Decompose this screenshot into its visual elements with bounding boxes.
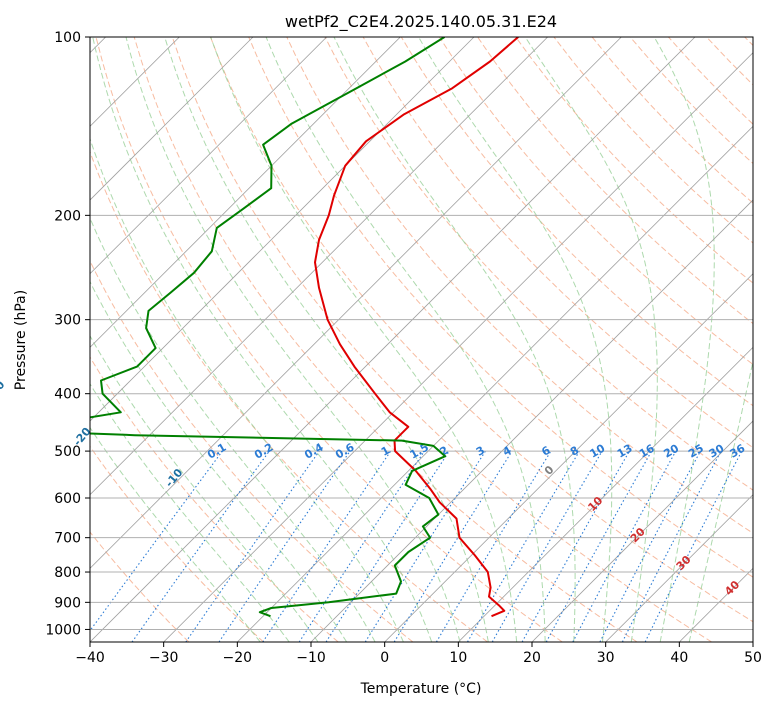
moist-adiabat-line xyxy=(90,280,348,642)
dry-adiabat-line xyxy=(171,37,712,642)
moist-adiabat-line xyxy=(90,334,319,642)
y-tick-label: 1000 xyxy=(45,622,81,638)
dry-adiabat-line xyxy=(438,37,753,366)
chart-title: wetPf2_C2E4.2025.140.05.31.E24 xyxy=(285,12,557,32)
y-tick-label: 900 xyxy=(54,595,81,611)
dry-adiabat-line xyxy=(90,356,339,642)
moist-adiabat-line xyxy=(125,37,461,642)
x-tick-label: −10 xyxy=(296,650,326,666)
dry-adiabat-line xyxy=(90,445,264,642)
moist-adiabat-line xyxy=(164,37,489,642)
x-tick-label: −30 xyxy=(149,650,179,666)
mixing-ratio-line xyxy=(545,450,653,642)
dry-adiabat-line xyxy=(400,37,753,407)
background-guide-lines xyxy=(90,37,753,642)
mixing-ratio-line xyxy=(521,450,630,642)
y-tick-label: 700 xyxy=(54,531,81,547)
dry-adiabat-line xyxy=(90,150,488,642)
isotherm-line xyxy=(310,199,753,642)
sounding-profiles xyxy=(90,37,519,618)
moist-adiabat-line xyxy=(90,382,290,642)
dewpoint-line xyxy=(90,37,447,618)
dry-adiabat-line xyxy=(90,531,190,642)
moist-adiabat-line xyxy=(90,426,261,642)
y-tick-label: 200 xyxy=(54,208,81,224)
moist-adiabat-line xyxy=(688,358,753,642)
isotherm-line xyxy=(90,37,548,496)
mixing-ratio-line xyxy=(393,450,513,642)
isotherm-line xyxy=(752,641,753,642)
isotherm-line xyxy=(531,420,753,642)
isotherm-line xyxy=(384,273,753,642)
pressure-gridlines xyxy=(90,37,753,630)
x-axis-title: Temperature (°C) xyxy=(360,681,482,697)
isotherm-line xyxy=(90,37,696,642)
x-tick-label: −20 xyxy=(223,650,253,666)
mixing-ratio-line xyxy=(218,450,351,642)
moist-adiabat-line xyxy=(90,137,404,642)
mixing-ratio-line xyxy=(644,450,743,642)
x-tick-label: 20 xyxy=(523,650,541,666)
mixing-ratio-line xyxy=(262,450,392,642)
mixing-ratio-line xyxy=(572,450,677,642)
axes: −40 −30 −20 −10 0 10 20 30 40 50 100 200 300 400 500 60… xyxy=(45,30,762,666)
isotherm-line xyxy=(90,37,327,275)
isotherm-line xyxy=(90,37,401,348)
y-tick-label: 800 xyxy=(54,565,81,581)
x-tick-label: 40 xyxy=(670,650,688,666)
isotherm-line xyxy=(163,52,753,642)
isotherm-line xyxy=(90,37,622,569)
y-tick-label: 100 xyxy=(54,30,81,46)
y-axis-title: Pressure (hPa) xyxy=(13,290,29,390)
dry-adiabat-line xyxy=(248,37,753,578)
isotherm-line xyxy=(458,346,753,642)
dry-adiabat-line xyxy=(210,37,753,623)
dry-adiabat-label: -30 xyxy=(0,378,8,402)
moist-adiabat-line xyxy=(265,37,546,642)
isotherm-line xyxy=(90,37,475,422)
mixing-ratio-line xyxy=(298,450,425,642)
y-tick-label: 600 xyxy=(54,491,81,507)
x-tick-label: 0 xyxy=(380,650,389,666)
moist-adiabat-line xyxy=(653,37,715,642)
moist-adiabat-line xyxy=(333,37,576,642)
mixing-ratio-line xyxy=(325,450,450,642)
y-tick-label: 300 xyxy=(54,313,81,329)
mixing-ratio-line xyxy=(185,450,320,642)
x-tick-label: 30 xyxy=(597,650,615,666)
isotherm-line xyxy=(237,125,753,642)
plot-frame xyxy=(89,36,754,643)
moist-adiabat-line xyxy=(524,37,658,642)
x-tick-label: −40 xyxy=(75,650,105,666)
moist-adiabat-line xyxy=(210,37,518,642)
x-tick-label: 50 xyxy=(744,650,762,666)
mixing-ratio-line xyxy=(131,450,270,642)
moist-adiabat-line xyxy=(418,37,613,642)
isotherm-line xyxy=(90,37,254,201)
moist-adiabat-line xyxy=(92,37,433,642)
dry-adiabat-line xyxy=(515,37,753,284)
dry-adiabat-line xyxy=(95,37,563,642)
x-tick-label: 10 xyxy=(449,650,467,666)
y-tick-label: 400 xyxy=(54,387,81,403)
isotherm-line xyxy=(605,494,753,642)
y-tick-label: 500 xyxy=(54,444,81,460)
mixing-ratio-line xyxy=(90,450,223,632)
temperature-line xyxy=(314,37,519,618)
